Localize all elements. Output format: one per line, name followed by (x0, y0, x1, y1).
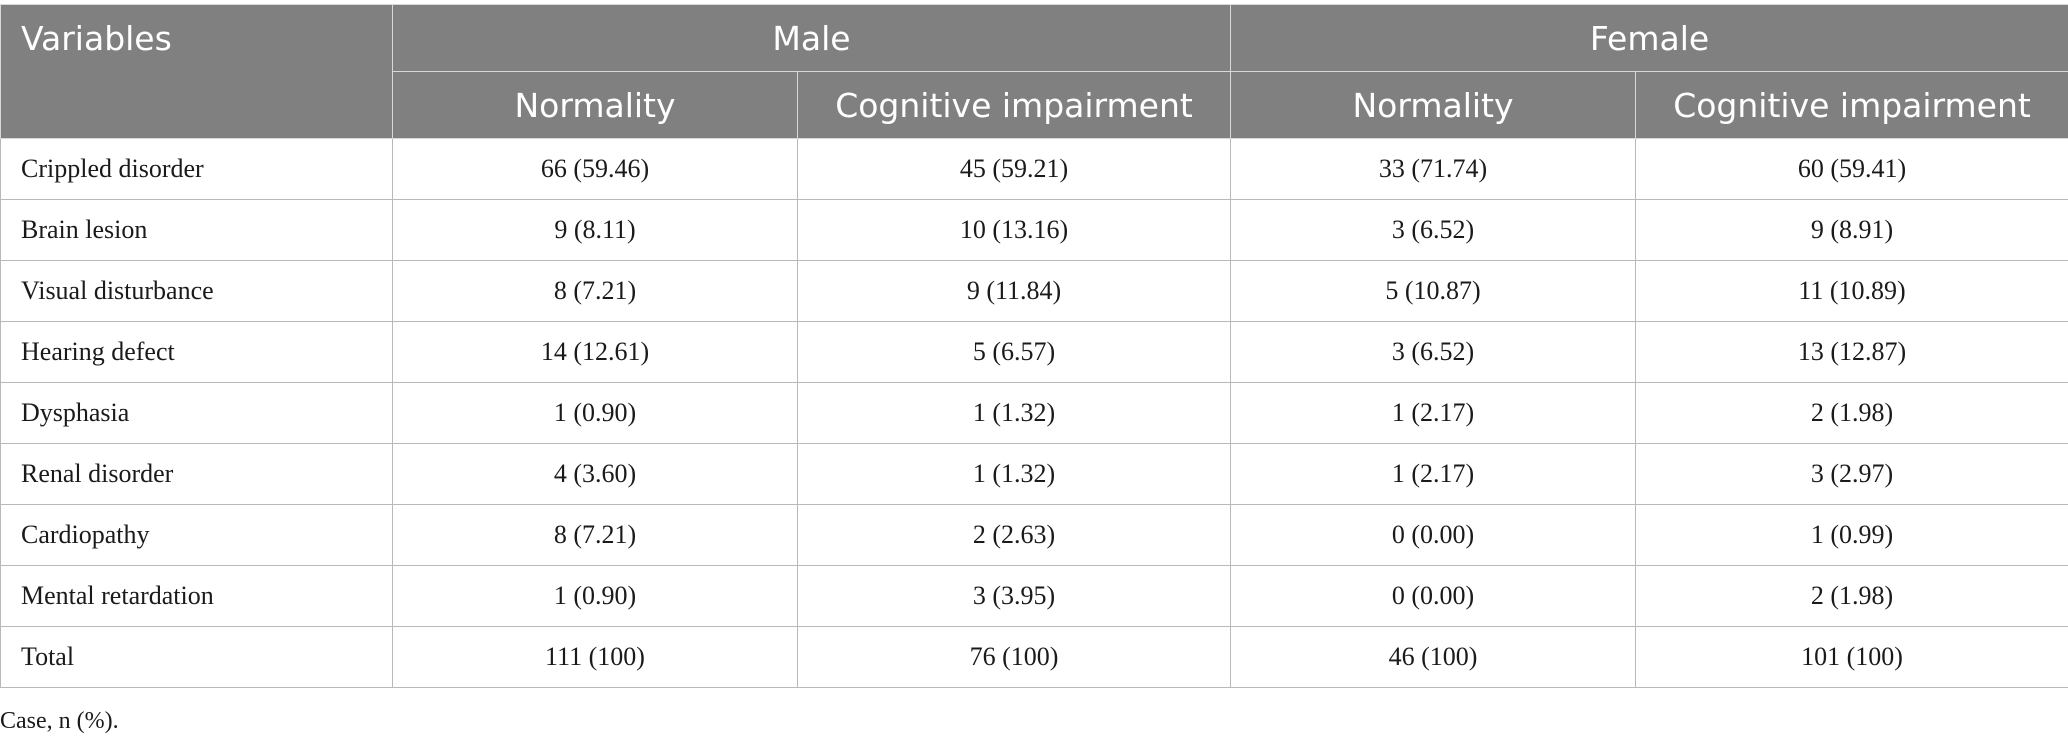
table-cell: 3 (6.52) (1230, 321, 1637, 383)
table-cell: 13 (12.87) (1635, 321, 2068, 383)
header-variables: Variables (0, 4, 393, 139)
table-cell: 8 (7.21) (392, 504, 798, 566)
row-label: Cardiopathy (0, 504, 393, 566)
table-row: Cardiopathy 8 (7.21) 2 (2.63) 0 (0.00) 1… (0, 504, 2068, 566)
table-footnote: Case, n (%). (0, 708, 119, 734)
table-row: Renal disorder 4 (3.60) 1 (1.32) 1 (2.17… (0, 443, 2068, 505)
table-cell: 60 (59.41) (1635, 138, 2068, 200)
row-label: Brain lesion (0, 199, 393, 261)
header-female-normality: Normality (1230, 71, 1637, 139)
table-row: Brain lesion 9 (8.11) 10 (13.16) 3 (6.52… (0, 199, 2068, 261)
table-cell: 46 (100) (1230, 626, 1637, 688)
table-cell: 1 (1.32) (796, 382, 1232, 444)
header-row-groups: Variables Male Female (0, 4, 2068, 139)
table-cell: 8 (7.21) (392, 260, 798, 322)
table-cell: 14 (12.61) (392, 321, 798, 383)
table-cell: 33 (71.74) (1230, 138, 1637, 200)
table-cell: 5 (6.57) (796, 321, 1232, 383)
table-cell: 3 (6.52) (1230, 199, 1637, 261)
table-cell: 101 (100) (1635, 626, 2068, 688)
table-cell: 3 (3.95) (796, 565, 1232, 627)
table-row: Mental retardation 1 (0.90) 3 (3.95) 0 (… (0, 565, 2068, 627)
table-cell: 1 (2.17) (1230, 382, 1637, 444)
table-cell: 9 (8.91) (1635, 199, 2068, 261)
table-cell: 9 (11.84) (796, 260, 1232, 322)
table-cell: 0 (0.00) (1230, 565, 1637, 627)
table-cell: 45 (59.21) (796, 138, 1232, 200)
table-cell: 2 (1.98) (1635, 565, 2068, 627)
header-male-cognitive-impairment: Cognitive impairment (796, 71, 1232, 139)
table-header: Variables Male Female Normality Cognitiv… (0, 4, 2068, 139)
header-female-cognitive-impairment: Cognitive impairment (1635, 71, 2068, 139)
table-row: Visual disturbance 8 (7.21) 9 (11.84) 5 … (0, 260, 2068, 322)
table-cell: 66 (59.46) (392, 138, 798, 200)
table-cell: 2 (2.63) (796, 504, 1232, 566)
row-label: Crippled disorder (0, 138, 393, 200)
table-cell: 0 (0.00) (1230, 504, 1637, 566)
table-row: Hearing defect 14 (12.61) 5 (6.57) 3 (6.… (0, 321, 2068, 383)
row-label: Dysphasia (0, 382, 393, 444)
table-body: Crippled disorder 66 (59.46) 45 (59.21) … (0, 138, 2068, 688)
header-row-subcolumns: Normality Cognitive impairment Normality… (1, 71, 2068, 139)
table-cell: 4 (3.60) (392, 443, 798, 505)
table-cell: 10 (13.16) (796, 199, 1232, 261)
table-cell: 1 (1.32) (796, 443, 1232, 505)
row-label: Mental retardation (0, 565, 393, 627)
row-label: Hearing defect (0, 321, 393, 383)
table-row-total: Total 111 (100) 76 (100) 46 (100) 101 (1… (0, 626, 2068, 688)
table-cell: 111 (100) (392, 626, 798, 688)
table-row: Crippled disorder 66 (59.46) 45 (59.21) … (0, 138, 2068, 200)
table-row: Dysphasia 1 (0.90) 1 (1.32) 1 (2.17) 2 (… (0, 382, 2068, 444)
table-cell: 3 (2.97) (1635, 443, 2068, 505)
table-cell: 76 (100) (796, 626, 1232, 688)
table-cell: 1 (0.99) (1635, 504, 2068, 566)
row-label: Visual disturbance (0, 260, 393, 322)
row-label: Total (0, 626, 393, 688)
data-table: Variables Male Female Normality Cognitiv… (0, 4, 2068, 688)
header-group-female: Female (1230, 4, 2068, 72)
table-cell: 9 (8.11) (392, 199, 798, 261)
table-cell: 1 (0.90) (392, 565, 798, 627)
header-male-normality: Normality (392, 71, 798, 139)
table-cell: 1 (2.17) (1230, 443, 1637, 505)
table-cell: 11 (10.89) (1635, 260, 2068, 322)
table-cell: 2 (1.98) (1635, 382, 2068, 444)
table-cell: 5 (10.87) (1230, 260, 1637, 322)
table-cell: 1 (0.90) (392, 382, 798, 444)
row-label: Renal disorder (0, 443, 393, 505)
header-group-male: Male (391, 4, 1232, 72)
